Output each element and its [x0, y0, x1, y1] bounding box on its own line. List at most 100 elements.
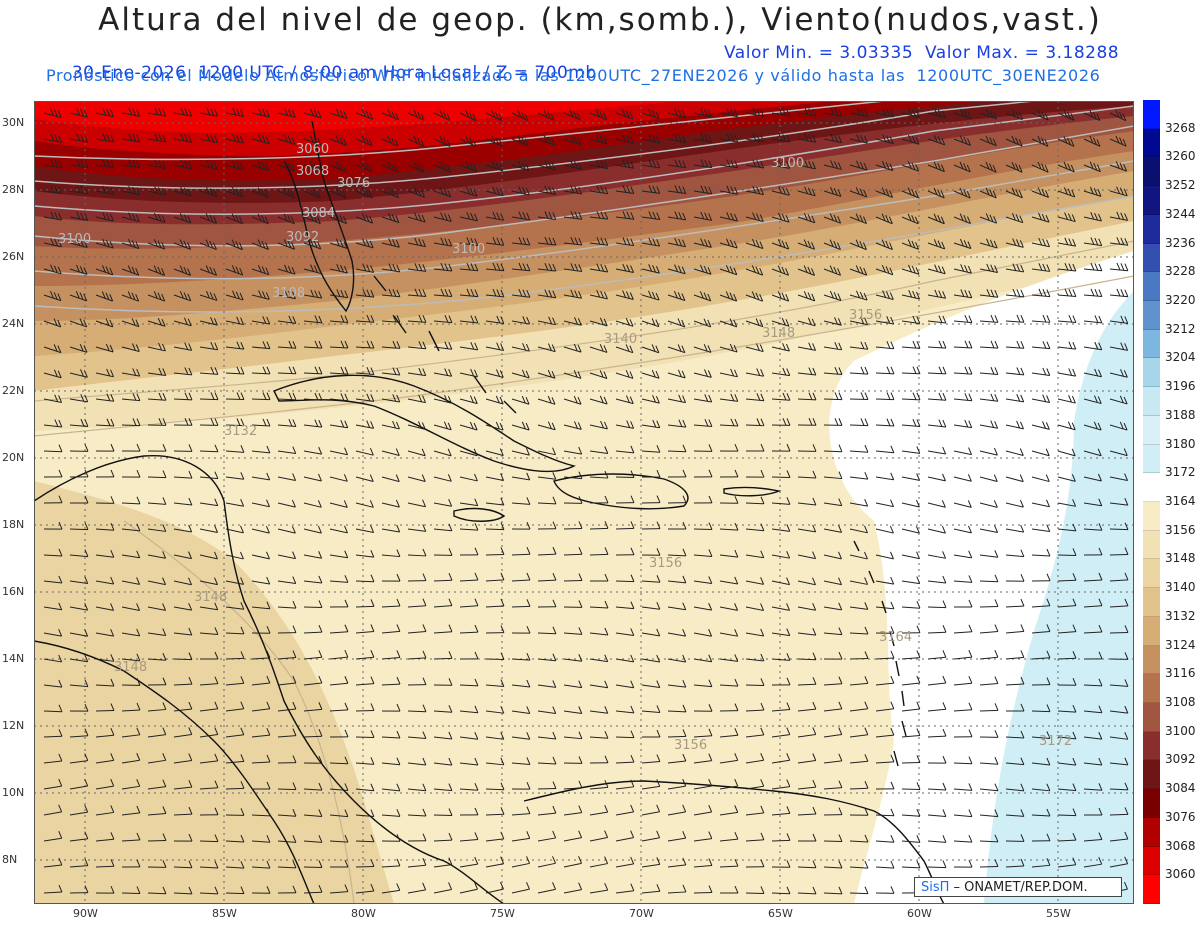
wind-barb	[563, 398, 582, 405]
wind-barb	[797, 733, 816, 738]
wind-barb	[121, 424, 141, 427]
wind-barb	[1109, 736, 1128, 740]
wind-barb	[589, 398, 608, 405]
wind-barb-flag	[1072, 315, 1077, 323]
wind-barb	[1109, 502, 1128, 506]
wind-barb-flag	[392, 367, 397, 375]
wind-barb-flag	[318, 290, 323, 299]
wind-barb	[121, 839, 140, 842]
wind-barb	[797, 294, 815, 302]
wind-barb	[407, 112, 425, 121]
wind-barb	[459, 372, 478, 378]
wind-barb-flag	[439, 161, 444, 170]
wind-barb-flag	[184, 392, 189, 400]
wind-barb-flag	[135, 293, 140, 302]
wind-barb-flag	[890, 701, 895, 709]
wind-barb	[329, 554, 348, 559]
wind-barb	[1005, 294, 1024, 298]
wind-barb	[303, 866, 323, 869]
wind-barb	[1005, 683, 1024, 686]
colorbar-swatch	[1143, 616, 1160, 646]
wind-barb-flag	[708, 160, 713, 168]
wind-barb-flag	[734, 549, 739, 558]
colorbar-label: 3220	[1165, 293, 1196, 307]
wind-barb-flag	[136, 187, 140, 195]
wind-barb	[43, 864, 62, 868]
wind-barb-flag	[257, 187, 262, 195]
wind-barb	[485, 710, 504, 714]
wind-barb-flag	[834, 134, 839, 143]
wind-barb-flag	[136, 109, 141, 117]
wind-barb-flag	[526, 237, 531, 246]
wind-barb-flag	[370, 730, 375, 738]
wind-barb	[615, 346, 634, 354]
wind-barb-flag	[448, 832, 453, 841]
wind-barb	[1031, 710, 1051, 713]
wind-barb	[459, 268, 478, 272]
wind-barb	[979, 683, 998, 686]
wind-barb	[511, 888, 530, 894]
wind-barb	[251, 657, 270, 660]
wind-barb	[459, 138, 477, 147]
wind-barb-flag	[287, 240, 292, 249]
wind-barb-flag	[989, 137, 994, 145]
wind-barb-flag	[656, 160, 661, 169]
wind-barb	[1031, 268, 1050, 272]
wind-barb-flag	[552, 781, 557, 789]
wind-barb-flag	[526, 547, 531, 555]
wind-barb	[95, 424, 114, 427]
wind-barb-flag	[262, 418, 267, 427]
wind-barb-flag	[240, 651, 245, 659]
wind-barb	[173, 242, 191, 250]
wind-barb	[797, 190, 816, 197]
wind-barb-flag	[552, 830, 557, 839]
wind-barb-flag	[760, 469, 765, 478]
wind-barb-flag	[699, 264, 704, 273]
wind-barb-flag	[499, 370, 504, 378]
wind-barb	[407, 242, 426, 248]
wind-barb-flag	[890, 551, 894, 560]
wind-barb-flag	[552, 546, 557, 555]
wind-barb	[693, 216, 712, 221]
wind-barb-flag	[630, 856, 635, 865]
wind-barb	[381, 424, 400, 430]
wind-barb	[563, 372, 582, 379]
wind-barb	[355, 398, 374, 402]
wind-barb	[433, 864, 452, 868]
wind-barb	[329, 762, 349, 765]
wind-barb-flag	[127, 238, 132, 247]
wind-barb-flag	[578, 731, 583, 739]
wind-barb	[953, 164, 971, 173]
wind-barb	[199, 502, 218, 507]
wind-barb-flag	[604, 573, 609, 582]
wind-barb-flag	[812, 806, 817, 815]
wind-barb	[797, 320, 816, 327]
wind-barb-flag	[214, 577, 219, 585]
wind-barb-flag	[755, 240, 760, 248]
wind-barb-flag	[135, 241, 140, 249]
wind-barb-flag	[240, 418, 245, 426]
lon-tick-label: 85W	[212, 907, 237, 920]
wind-barb-flag	[394, 139, 399, 147]
wind-barb-flag	[886, 341, 891, 349]
wind-barb-flag	[522, 316, 527, 324]
wind-barb-flag	[682, 239, 686, 247]
wind-barb-flag	[989, 163, 994, 171]
wind-barb-flag	[968, 783, 973, 791]
wind-barb-flag	[1040, 137, 1045, 145]
wind-barb	[667, 398, 686, 404]
wind-barb-flag	[648, 159, 653, 167]
wind-barb	[1005, 268, 1024, 273]
wind-barb-flag	[596, 185, 601, 193]
wind-barb-flag	[526, 757, 531, 765]
wind-barb-flag	[681, 370, 686, 379]
wind-barb	[355, 216, 373, 224]
wind-barb-flag	[864, 834, 869, 843]
wind-barb	[979, 788, 998, 792]
wind-barb-flag	[184, 418, 189, 426]
wind-barb-flag	[915, 499, 920, 508]
wind-barb	[615, 216, 634, 220]
wind-barb-flag	[287, 162, 292, 171]
wind-barb	[1005, 528, 1024, 533]
wind-barb-flag	[829, 265, 834, 273]
